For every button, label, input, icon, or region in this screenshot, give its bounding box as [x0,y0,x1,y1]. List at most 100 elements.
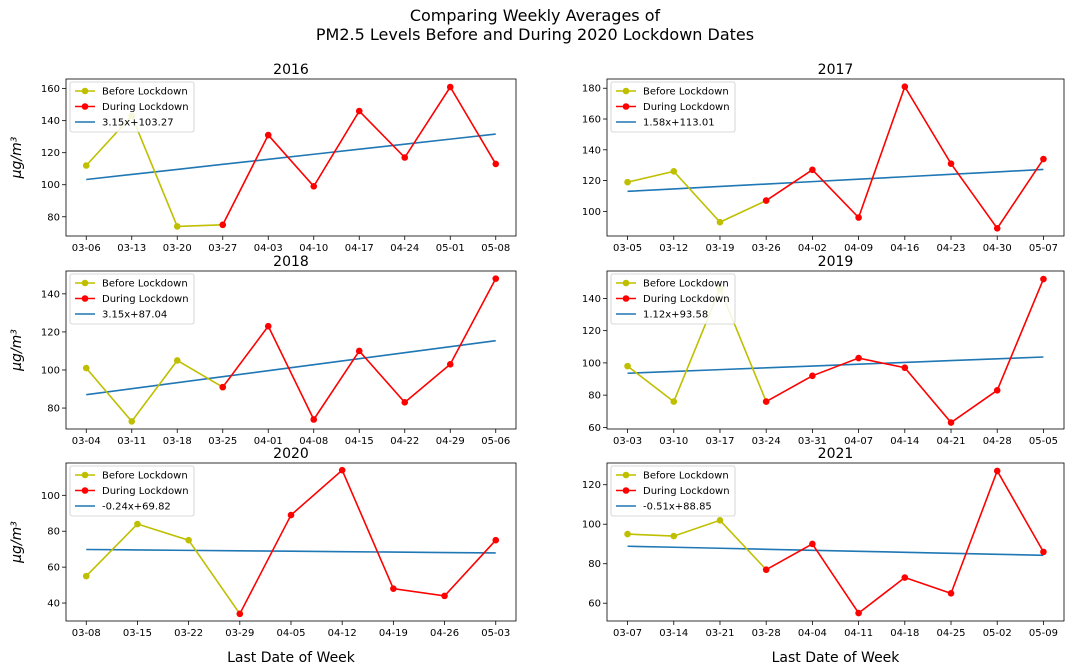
series-line-trend [86,133,496,181]
y-tick-label: 40 [47,599,60,610]
legend-label: -0.51x+88.85 [643,502,712,513]
y-tick-label: 160 [582,115,601,126]
figure-title-line-2: PM2.5 Levels Before and During 2020 Lock… [315,25,755,44]
x-tick-label: 03-20 [163,243,192,254]
y-tick-label: 100 [582,520,601,531]
y-tick-label: 100 [41,491,60,502]
legend-marker-during [81,295,89,302]
x-tick-label: 03-25 [208,436,237,447]
x-tick-label: 05-01 [436,243,465,254]
data-point-during [901,364,909,372]
subplot-2016: 2016 03-06 03-13 03-20 03-27 04-03 04-10 04-17 0… [9,62,517,254]
x-tick-label: 04-29 [436,436,465,447]
x-tick-label: 03-03 [613,436,642,447]
data-point-during [446,360,454,368]
y-tick-label: 60 [588,423,601,434]
legend-label: Before Lockdown [102,279,188,290]
legend-label: 3.15x+87.04 [102,310,167,321]
legend-box [610,273,736,325]
legend-label: During Lockdown [643,294,730,305]
data-point-before [173,223,181,230]
series-line-before [627,519,767,571]
x-tick-label: 04-18 [890,628,919,639]
x-tick-label: 03-04 [72,436,101,447]
y-tick-label: 120 [41,327,60,338]
data-point-before [134,520,141,528]
data-point-during [762,197,770,204]
subplot-2019: 2019 03-03 03-10 03-17 03-24 03-31 04-07 04-14 0… [582,254,1065,447]
y-tick-label: 180 [582,84,601,95]
legend-marker-before [622,279,630,287]
legend-marker-before [81,471,89,479]
y-tick-label: 140 [582,145,601,156]
legend-marker-before [622,87,630,95]
x-tick-label: 04-21 [936,436,965,447]
legend-box [69,81,195,133]
subplot-2021: 2021 03-07 03-14 03-21 03-28 04-04 04-11 04-18 0… [582,446,1065,666]
data-point-during [287,511,295,519]
plot-frame [65,270,517,430]
plot-frame [65,78,517,237]
subplot-2020: 2020 03-08 03-15 03-22 03-29 04-05 04-12 04-19 0… [9,446,517,666]
series-line-during [222,85,497,226]
y-tick-label: 60 [588,599,601,610]
x-tick-label: 03-12 [659,243,688,254]
legend-label: 1.12x+93.58 [643,310,708,321]
legend-marker-before [81,87,89,95]
legend-label: Before Lockdown [643,471,729,482]
x-tick-label: 03-08 [72,628,101,639]
x-tick-label: 04-23 [936,243,965,254]
legend-label: During Lockdown [102,486,189,497]
x-tick-label: 03-19 [705,243,734,254]
y-tick-label: 140 [41,289,60,300]
series-line-before [85,359,224,423]
data-point-before [716,218,724,226]
x-tick-label: 04-16 [890,243,919,254]
y-axis-label: μg/m³ [9,521,25,564]
data-point-before [624,530,631,538]
y-tick-label: 160 [41,84,60,95]
x-tick-label: 04-12 [328,628,357,639]
y-tick-label: 80 [47,527,60,538]
plot-frame [606,78,1065,237]
legend-label: During Lockdown [643,486,730,497]
x-tick-label: 05-02 [983,628,1012,639]
legend-box [610,81,736,133]
legend-label: Before Lockdown [643,279,729,290]
data-point-during [492,536,500,544]
legend-marker-during [622,103,630,110]
data-point-during [492,275,500,282]
series-line-trend [627,545,1044,557]
data-point-before [624,178,631,186]
plot-frame [606,462,1065,622]
y-axis-label: μg/m³ [9,136,25,179]
data-point-before [82,364,90,372]
x-tick-label: 04-25 [936,628,965,639]
data-point-during [390,585,397,592]
x-tick-label: 03-28 [752,628,781,639]
x-tick-label: 04-11 [844,628,873,639]
x-tick-label: 04-19 [379,628,408,639]
x-tick-label: 05-05 [1029,436,1058,447]
legend-box [610,465,736,517]
x-tick-label: 04-28 [983,436,1012,447]
subplot-title: 2016 [273,62,309,78]
x-axis-label: Last Date of Week [772,650,901,666]
x-tick-label: 04-03 [254,243,283,254]
x-tick-label: 05-09 [1029,628,1058,639]
x-tick-label: 03-14 [659,628,688,639]
x-tick-label: 04-26 [430,628,459,639]
series-line-before [85,114,223,228]
x-tick-label: 05-03 [481,628,510,639]
data-point-before [670,532,678,540]
x-tick-label: 03-26 [752,243,781,254]
x-tick-label: 03-21 [705,628,734,639]
y-tick-label: 80 [47,212,60,223]
series-line-before [627,170,767,224]
legend-marker-during [622,295,630,302]
x-tick-label: 03-18 [163,436,192,447]
x-tick-label: 04-17 [345,243,374,254]
x-tick-label: 05-06 [481,436,510,447]
y-tick-label: 100 [582,358,601,369]
